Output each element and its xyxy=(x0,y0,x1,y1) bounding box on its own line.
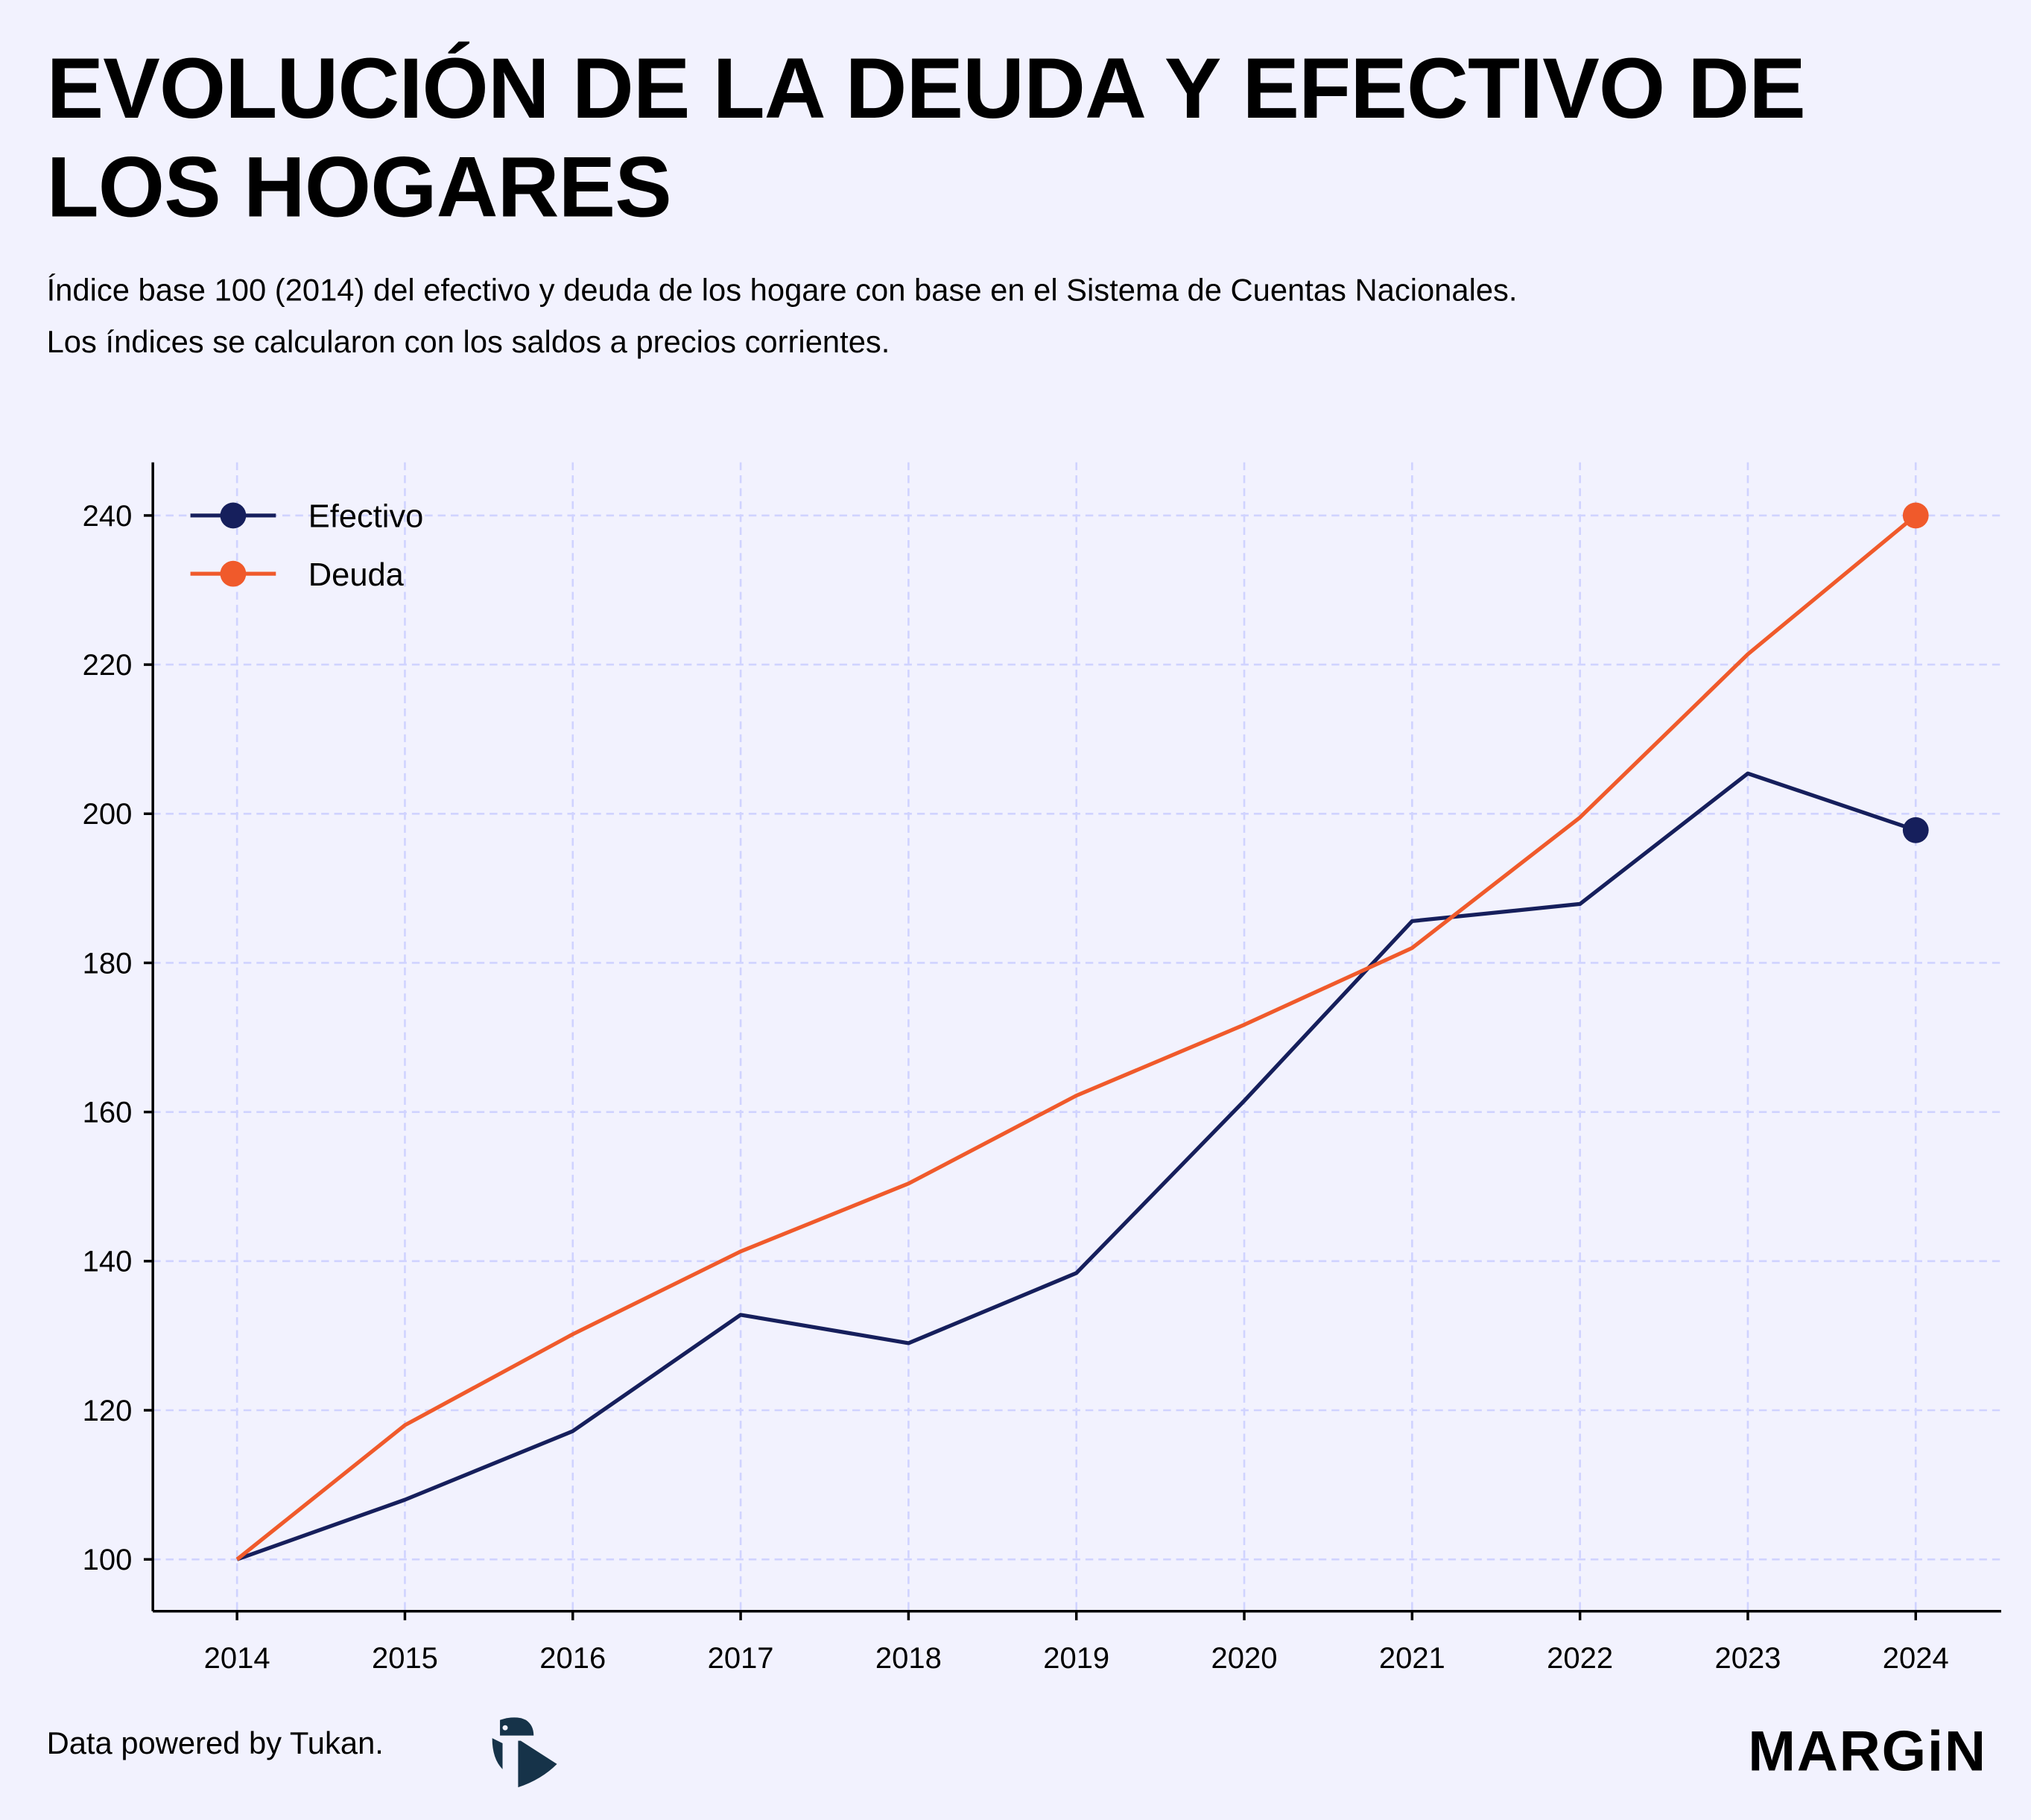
legend-marker-deuda xyxy=(220,560,247,587)
data-credit: Data powered by Tukan. xyxy=(46,1726,384,1762)
legend-label-deuda: Deuda xyxy=(308,557,405,593)
x-tick-label: 2020 xyxy=(1211,1642,1278,1675)
x-tick-label: 2024 xyxy=(1883,1642,1949,1675)
x-tick-label: 2019 xyxy=(1043,1642,1109,1675)
subtitle-line-1: Índice base 100 (2014) del efectivo y de… xyxy=(46,273,1518,308)
y-tick-label: 120 xyxy=(83,1395,133,1427)
legend-label-efectivo: Efectivo xyxy=(308,499,424,535)
y-tick-label: 220 xyxy=(83,649,133,682)
y-tick-label: 240 xyxy=(83,500,133,533)
series-line-efectivo xyxy=(236,771,1917,1561)
x-tick-label: 2021 xyxy=(1379,1642,1445,1675)
x-tick-label: 2014 xyxy=(204,1642,270,1675)
y-tick-label: 180 xyxy=(83,947,133,980)
x-tick-label: 2023 xyxy=(1714,1642,1781,1675)
series-line-deuda xyxy=(235,513,1917,1561)
data-point-deuda xyxy=(1902,502,1929,529)
y-tick-label: 200 xyxy=(83,798,133,831)
x-tick-label: 2015 xyxy=(372,1642,438,1675)
legend-marker-efectivo xyxy=(220,502,247,529)
x-tick-label: 2018 xyxy=(875,1642,942,1675)
x-tick-label: 2022 xyxy=(1547,1642,1613,1675)
chart-subtitle: Índice base 100 (2014) del efectivo y de… xyxy=(47,265,1518,369)
y-tick-label: 160 xyxy=(83,1097,133,1129)
x-tick-label: 2016 xyxy=(539,1642,606,1675)
data-point-efectivo xyxy=(1902,817,1929,843)
x-tick-label: 2017 xyxy=(708,1642,774,1675)
y-tick-label: 140 xyxy=(83,1246,133,1278)
y-tick-label: 100 xyxy=(83,1544,133,1576)
margin-logo: MARGiN xyxy=(1748,1719,1987,1783)
tukan-logo-icon xyxy=(492,1717,557,1788)
chart-title: EVOLUCIÓN DE LA DEUDA Y EFECTIVO DE LOS … xyxy=(46,39,1806,235)
subtitle-line-2: Los índices se calcularon con los saldos… xyxy=(46,325,890,361)
